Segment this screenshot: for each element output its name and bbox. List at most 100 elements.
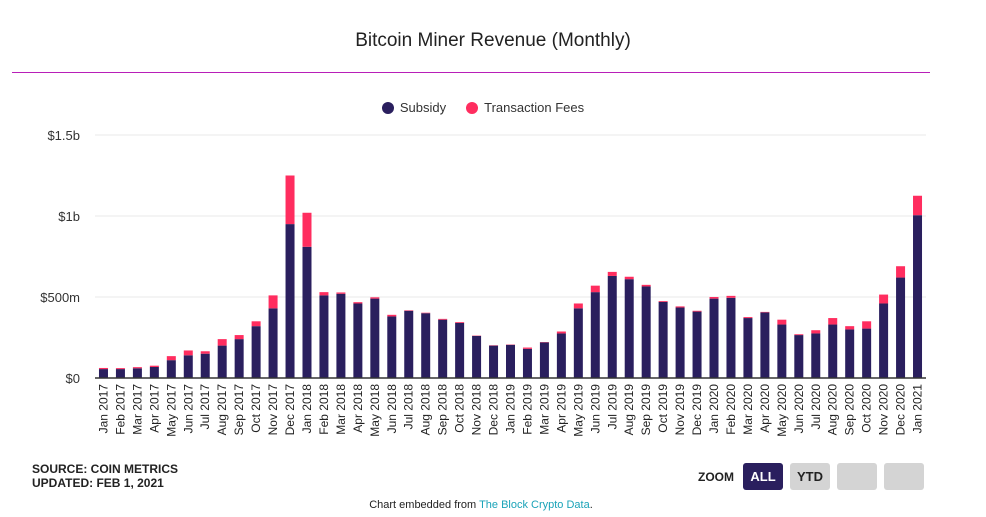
bar-subsidy <box>251 326 261 378</box>
embed-note: Chart embedded from The Block Crypto Dat… <box>0 499 962 511</box>
bar-transaction-fees <box>234 335 244 340</box>
x-tick-label: Dec 2017 <box>283 384 297 436</box>
x-tick-label: Feb 2018 <box>317 384 331 435</box>
bar-transaction-fees <box>387 314 397 317</box>
bar-subsidy <box>896 277 906 378</box>
x-tick-label: Nov 2017 <box>266 384 280 436</box>
bar-transaction-fees <box>743 317 753 319</box>
zoom-all-button[interactable]: ALL <box>743 463 783 490</box>
legend: Subsidy Transaction Fees <box>0 100 976 115</box>
x-tick-label: Sep 2020 <box>843 384 857 436</box>
bar-subsidy <box>132 368 142 378</box>
x-tick-label: Aug 2020 <box>826 384 840 436</box>
bar-transaction-fees <box>845 326 855 330</box>
x-tick-label: Oct 2019 <box>656 384 670 433</box>
bar-subsidy <box>777 324 787 378</box>
x-tick-label: Mar 2017 <box>130 384 144 435</box>
bar-transaction-fees <box>98 367 108 370</box>
bar-transaction-fees <box>302 212 312 247</box>
bar-transaction-fees <box>726 295 736 298</box>
bar-transaction-fees <box>590 285 600 293</box>
bar-subsidy <box>149 366 159 378</box>
bar-subsidy <box>217 345 227 378</box>
zoom-controls: ZOOM ALL YTD <box>698 463 924 490</box>
bar-subsidy <box>115 369 125 378</box>
x-tick-label: Jan 2021 <box>911 384 925 434</box>
x-tick-label: Apr 2017 <box>147 384 161 433</box>
x-tick-label: Mar 2020 <box>741 384 755 435</box>
y-tick-label: $0 <box>66 371 80 386</box>
bar-subsidy <box>913 215 923 378</box>
bar-transaction-fees <box>913 195 923 216</box>
bar-subsidy <box>421 313 431 378</box>
x-tick-label: Sep 2019 <box>639 384 653 436</box>
x-tick-label: Jan 2018 <box>300 384 314 434</box>
bar-subsidy <box>862 328 872 378</box>
bar-transaction-fees <box>896 266 906 278</box>
bar-transaction-fees <box>522 347 532 349</box>
x-tick-label: Jul 2017 <box>198 384 212 430</box>
subsidy-swatch <box>381 101 394 114</box>
bar-subsidy <box>268 308 278 378</box>
bar-subsidy <box>438 319 448 378</box>
bar-transaction-fees <box>268 295 278 309</box>
bar-subsidy <box>302 246 312 378</box>
x-tick-label: Nov 2018 <box>470 384 484 436</box>
zoom-blank-button[interactable] <box>837 463 877 490</box>
bar-transaction-fees <box>455 322 465 323</box>
x-tick-label: Jun 2017 <box>181 384 195 434</box>
bar-subsidy <box>811 333 821 378</box>
bar-subsidy <box>387 316 397 378</box>
chart-title: Bitcoin Miner Revenue (Monthly) <box>355 30 631 51</box>
x-tick-label: May 2018 <box>368 384 382 437</box>
bar-subsidy <box>183 355 193 378</box>
fees-swatch <box>466 101 479 114</box>
x-tick-label: Apr 2020 <box>758 384 772 433</box>
y-tick-label: $1b <box>58 209 80 224</box>
x-tick-label: Oct 2018 <box>453 384 467 433</box>
y-tick-label: $500m <box>40 290 80 305</box>
zoom-ytd-button[interactable]: YTD <box>790 463 830 490</box>
bar-transaction-fees <box>607 271 617 276</box>
zoom-blank-button[interactable] <box>884 463 924 490</box>
x-tick-label: Mar 2019 <box>537 384 551 435</box>
x-tick-label: Aug 2019 <box>622 384 636 436</box>
embed-suffix: . <box>589 499 593 511</box>
bar-transaction-fees <box>285 175 295 225</box>
bar-transaction-fees <box>183 350 193 356</box>
bar-subsidy <box>692 311 702 378</box>
bar-subsidy <box>353 303 363 378</box>
y-tick-label: $1.5b <box>47 128 80 143</box>
bar-subsidy <box>285 224 295 378</box>
x-tick-label: May 2020 <box>775 384 789 437</box>
bar-subsidy <box>234 339 244 378</box>
bar-transaction-fees <box>624 276 634 280</box>
bar-subsidy <box>336 293 346 378</box>
bar-subsidy <box>370 298 380 378</box>
bar-transaction-fees <box>675 306 685 308</box>
x-tick-label: Jul 2019 <box>605 384 619 430</box>
bar-subsidy <box>98 369 108 378</box>
bar-subsidy <box>573 308 583 378</box>
bar-subsidy <box>624 279 634 378</box>
x-tick-label: Apr 2018 <box>351 384 365 433</box>
bar-transaction-fees <box>658 301 668 302</box>
legend-item-subsidy[interactable]: Subsidy <box>381 100 446 115</box>
bar-transaction-fees <box>556 331 566 334</box>
bar-transaction-fees <box>115 368 125 370</box>
block-crypto-link[interactable]: The Block Crypto Data <box>479 499 590 511</box>
x-tick-label: Nov 2020 <box>877 384 891 436</box>
zoom-label: ZOOM <box>698 469 734 484</box>
bar-transaction-fees <box>777 319 787 325</box>
x-tick-label: Aug 2018 <box>419 384 433 436</box>
bar-subsidy <box>879 303 889 378</box>
updated-text: UPDATED: FEB 1, 2021 <box>32 476 164 490</box>
legend-item-fees[interactable]: Transaction Fees <box>466 100 584 115</box>
source-text: SOURCE: COIN METRICS <box>32 462 179 476</box>
bar-subsidy <box>726 297 736 378</box>
x-tick-label: Jun 2019 <box>588 384 602 434</box>
bar-subsidy <box>845 329 855 378</box>
bar-transaction-fees <box>862 321 872 329</box>
bar-subsidy <box>658 301 668 378</box>
